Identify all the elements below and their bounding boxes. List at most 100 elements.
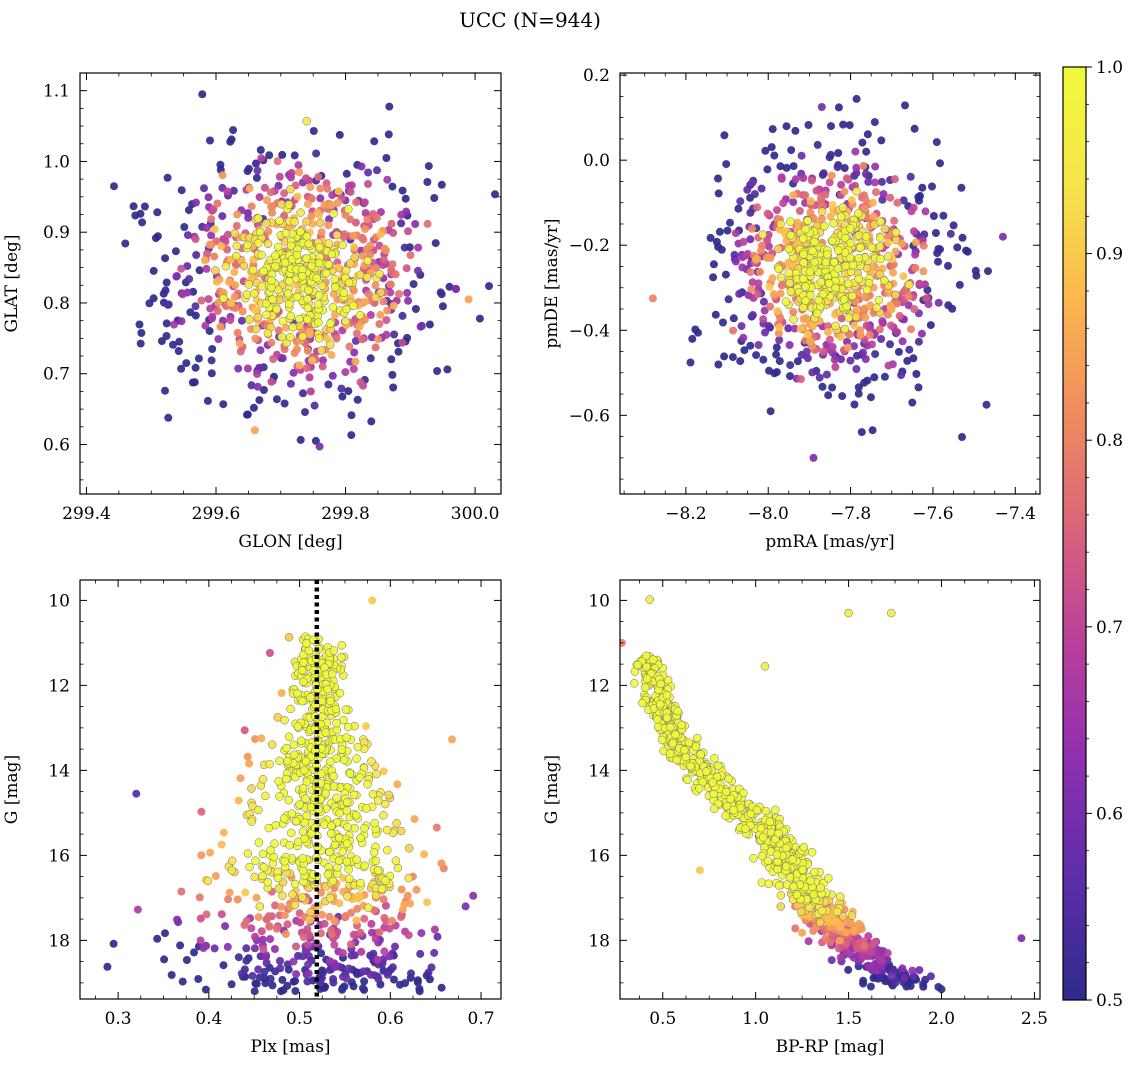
scatter-point (414, 243, 423, 252)
scatter-point (291, 816, 301, 826)
scatter-point (177, 887, 186, 896)
scatter-point (907, 325, 915, 334)
scatter-point (299, 933, 308, 941)
y-tick-label: 16 (588, 846, 610, 866)
scatter-point (344, 964, 353, 973)
scatter-point (326, 893, 335, 903)
scatter-point (177, 186, 186, 195)
scatter-point (316, 184, 325, 193)
scatter-point (219, 961, 228, 970)
scatter-point (167, 971, 176, 979)
scatter-point (845, 224, 855, 233)
scatter-point (887, 321, 895, 330)
scatter-point (305, 915, 314, 924)
scatter-point (298, 952, 307, 961)
scatter-point (182, 956, 191, 964)
scatter-point (808, 246, 817, 256)
scatter-point (860, 942, 869, 950)
scatter-point (273, 157, 282, 166)
scatter-point (326, 319, 335, 328)
scatter-point (934, 298, 943, 307)
scatter-point (283, 981, 292, 990)
scatter-point (886, 193, 895, 202)
scatter-point (131, 211, 140, 220)
scatter-point (258, 935, 267, 944)
scatter-point (360, 861, 369, 870)
scatter-point (351, 336, 360, 345)
scatter-point (298, 854, 307, 863)
scatter-point (922, 294, 931, 303)
scatter-point (252, 979, 261, 988)
scatter-point (708, 778, 717, 787)
scatter-point (296, 736, 306, 746)
scatter-point (816, 883, 825, 892)
y-tick-label: 0.9 (43, 223, 70, 243)
scatter-point (818, 170, 827, 179)
scatter-point (132, 789, 141, 798)
scatter-point (325, 340, 335, 350)
scatter-point (880, 372, 889, 381)
y-tick-label: 18 (588, 931, 610, 951)
scatter-point (861, 195, 870, 204)
scatter-point (401, 979, 410, 988)
scatter-point (342, 733, 351, 742)
scatter-point (283, 756, 292, 766)
scatter-point (367, 333, 376, 342)
scatter-point (834, 246, 843, 255)
scatter-point (271, 901, 279, 910)
scatter-point (910, 124, 919, 133)
scatter-point (140, 202, 149, 211)
scatter-point (766, 407, 775, 416)
scatter-point (290, 151, 299, 160)
scatter-point (810, 257, 819, 267)
scatter-point (278, 316, 288, 326)
scatter-point (360, 198, 369, 207)
scatter-point (289, 368, 298, 377)
scatter-point (300, 818, 310, 827)
scatter-point (344, 205, 353, 214)
scatter-point (436, 288, 445, 297)
scatter-point (736, 357, 745, 366)
scatter-point (363, 256, 373, 266)
scatter-point (192, 251, 201, 259)
scatter-point (324, 221, 333, 230)
scatter-point (735, 289, 744, 298)
scatter-point (389, 383, 398, 392)
scatter-point (332, 718, 341, 728)
scatter-point (818, 289, 828, 299)
scatter-point (274, 884, 284, 893)
scatter-point (696, 750, 705, 759)
scatter-point (238, 307, 247, 316)
scatter-point (303, 303, 313, 313)
scatter-point (280, 189, 289, 198)
scatter-point (645, 595, 654, 604)
scatter-point (320, 201, 329, 209)
scatter-point (915, 279, 924, 288)
scatter-point (273, 873, 283, 883)
scatter-point (724, 774, 733, 784)
scatter-point (293, 837, 303, 847)
scatter-point (327, 351, 336, 359)
scatter-point (302, 116, 311, 126)
scatter-point (720, 131, 729, 140)
y-tick-label: −0.2 (569, 236, 610, 256)
scatter-point (329, 646, 339, 655)
y-tick-label: 0.8 (43, 294, 70, 314)
scatter-point (878, 317, 887, 326)
scatter-point (359, 967, 368, 976)
scatter-point (331, 963, 340, 971)
scatter-point (413, 978, 422, 987)
scatter-point (352, 198, 361, 207)
scatter-point (763, 209, 772, 218)
scatter-point (852, 163, 861, 172)
scatter-point (303, 294, 312, 304)
scatter-point (859, 348, 867, 357)
scatter-point (203, 396, 212, 405)
scatter-point (194, 975, 203, 983)
scatter-point (748, 311, 757, 319)
scatter-point (350, 348, 359, 357)
scatter-point (706, 233, 715, 242)
scatter-point (904, 292, 913, 301)
y-axis-label: GLAT [deg] (2, 234, 22, 332)
scatter-point (919, 267, 928, 276)
